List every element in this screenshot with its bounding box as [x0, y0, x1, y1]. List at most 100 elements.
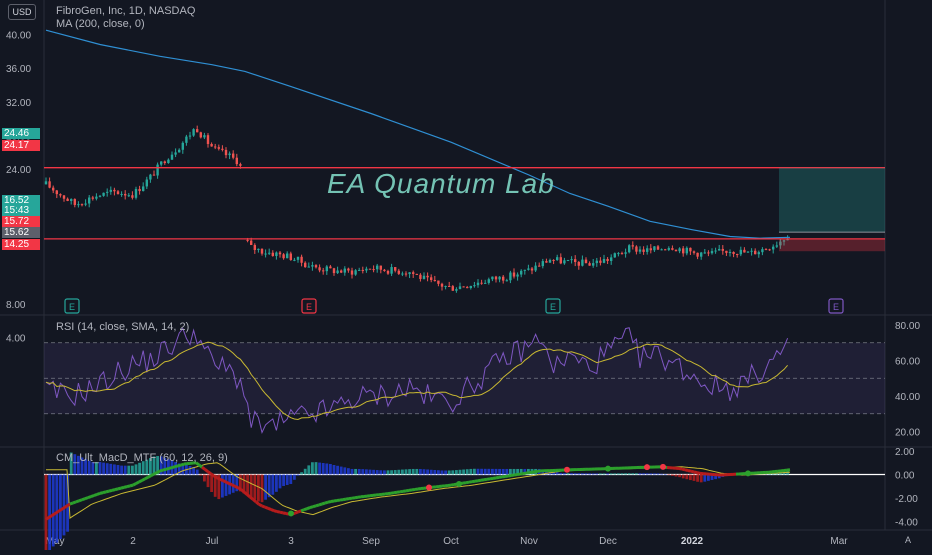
currency-button[interactable]: USD: [8, 4, 36, 20]
candle-body: [693, 251, 695, 252]
macd-line-segment: [73, 502, 76, 503]
macd-histogram-bar: [649, 473, 652, 474]
macd-histogram-bar: [343, 467, 346, 474]
macd-histogram-bar: [397, 470, 400, 475]
macd-line-segment: [268, 508, 271, 509]
candle-body: [81, 204, 83, 205]
macd-line-segment: [55, 512, 58, 514]
candle-body: [772, 247, 774, 250]
macd-histogram-bar: [318, 463, 321, 475]
macd-cross-dot: [564, 467, 570, 473]
macd-indicator-label[interactable]: CM_Ult_MacD_MTF (60, 12, 26, 9): [56, 452, 228, 464]
candle-body: [290, 254, 292, 260]
macd-line-segment: [316, 505, 319, 506]
macd-line-segment: [265, 507, 268, 508]
ma-indicator-label[interactable]: MA (200, close, 0): [56, 18, 145, 30]
candle-body: [102, 193, 104, 196]
macd-histogram-bar: [48, 475, 51, 551]
candle-body: [444, 286, 446, 287]
rsi-indicator-label[interactable]: RSI (14, close, SMA, 14, 2): [56, 321, 189, 333]
macd-line-segment: [121, 487, 124, 488]
candle-body: [477, 283, 479, 285]
macd-histogram-bar: [693, 475, 696, 481]
macd-histogram-bar: [289, 475, 292, 484]
macd-histogram-bar: [642, 473, 645, 474]
macd-histogram-bar: [138, 463, 141, 475]
macd-line-segment: [178, 465, 181, 466]
macd-line-segment: [58, 510, 61, 512]
candle-body: [225, 150, 227, 155]
macd-histogram-bar: [487, 469, 490, 475]
candle-body: [502, 277, 504, 281]
macd-line-segment: [139, 480, 142, 482]
macd-histogram-bar: [59, 475, 62, 540]
candle-body: [434, 280, 436, 281]
candle-body: [351, 271, 353, 275]
candle-body: [333, 268, 335, 273]
macd-line-segment: [169, 468, 172, 469]
candle-body: [322, 270, 324, 271]
price-tick-label: 8.00: [6, 300, 26, 311]
candle-body: [394, 267, 396, 271]
macd-histogram-bar: [603, 473, 606, 474]
candle-body: [560, 257, 562, 263]
candle-body: [545, 261, 547, 263]
macd-histogram-bar: [577, 473, 580, 474]
macd-histogram-bar: [595, 473, 598, 474]
time-axis-label: Oct: [443, 536, 459, 547]
macd-histogram-bar: [336, 466, 339, 475]
macd-histogram-bar: [509, 469, 512, 475]
macd-tick-label: -2.00: [895, 494, 918, 505]
candle-body: [765, 249, 767, 250]
candle-body: [113, 190, 115, 191]
candle-body: [725, 251, 727, 253]
macd-histogram-bar: [617, 473, 620, 474]
time-axis-label: Jul: [206, 536, 219, 547]
candle-body: [473, 285, 475, 286]
candle-body: [340, 271, 342, 273]
macd-cross-dot: [456, 481, 462, 487]
candle-body: [610, 257, 612, 261]
candle-body: [617, 253, 619, 254]
candle-body: [484, 283, 486, 284]
auto-scale-button[interactable]: A: [900, 533, 916, 547]
candle-body: [138, 189, 140, 191]
candle-body: [221, 149, 223, 150]
candle-body: [509, 273, 511, 281]
candle-body: [437, 281, 439, 284]
macd-tick-label: 2.00: [895, 447, 915, 458]
price-tick-label: 36.00: [6, 64, 31, 75]
candle-body: [59, 194, 61, 195]
macd-histogram-bar: [300, 472, 303, 474]
symbol-title[interactable]: FibroGen, Inc, 1D, NASDAQ: [56, 5, 195, 17]
candle-body: [747, 252, 749, 253]
candle-body: [250, 241, 252, 245]
candle-body: [405, 274, 407, 275]
macd-cross-dot: [605, 466, 611, 472]
candle-body: [668, 248, 670, 250]
macd-histogram-bar: [257, 475, 260, 502]
candle-body: [635, 247, 637, 252]
macd-line-segment: [277, 512, 280, 513]
candle-body: [495, 277, 497, 280]
macd-histogram-bar: [685, 475, 688, 480]
candle-body: [268, 253, 270, 254]
macd-line-segment: [88, 497, 91, 498]
candle-body: [556, 257, 558, 260]
macd-histogram-bar: [63, 475, 66, 536]
candle-body: [264, 254, 266, 255]
macd-line-segment: [274, 511, 277, 512]
candle-body: [326, 266, 328, 271]
candle-body: [293, 260, 295, 261]
candle-body: [52, 188, 54, 191]
candle-body: [300, 257, 302, 263]
macd-line-segment: [142, 479, 145, 481]
macd-histogram-bar: [387, 470, 390, 474]
macd-line-segment: [130, 485, 133, 486]
macd-line-segment: [166, 468, 169, 469]
macd-histogram-bar: [455, 470, 458, 474]
macd-line-segment: [157, 471, 160, 473]
macd-histogram-bar: [419, 469, 422, 475]
